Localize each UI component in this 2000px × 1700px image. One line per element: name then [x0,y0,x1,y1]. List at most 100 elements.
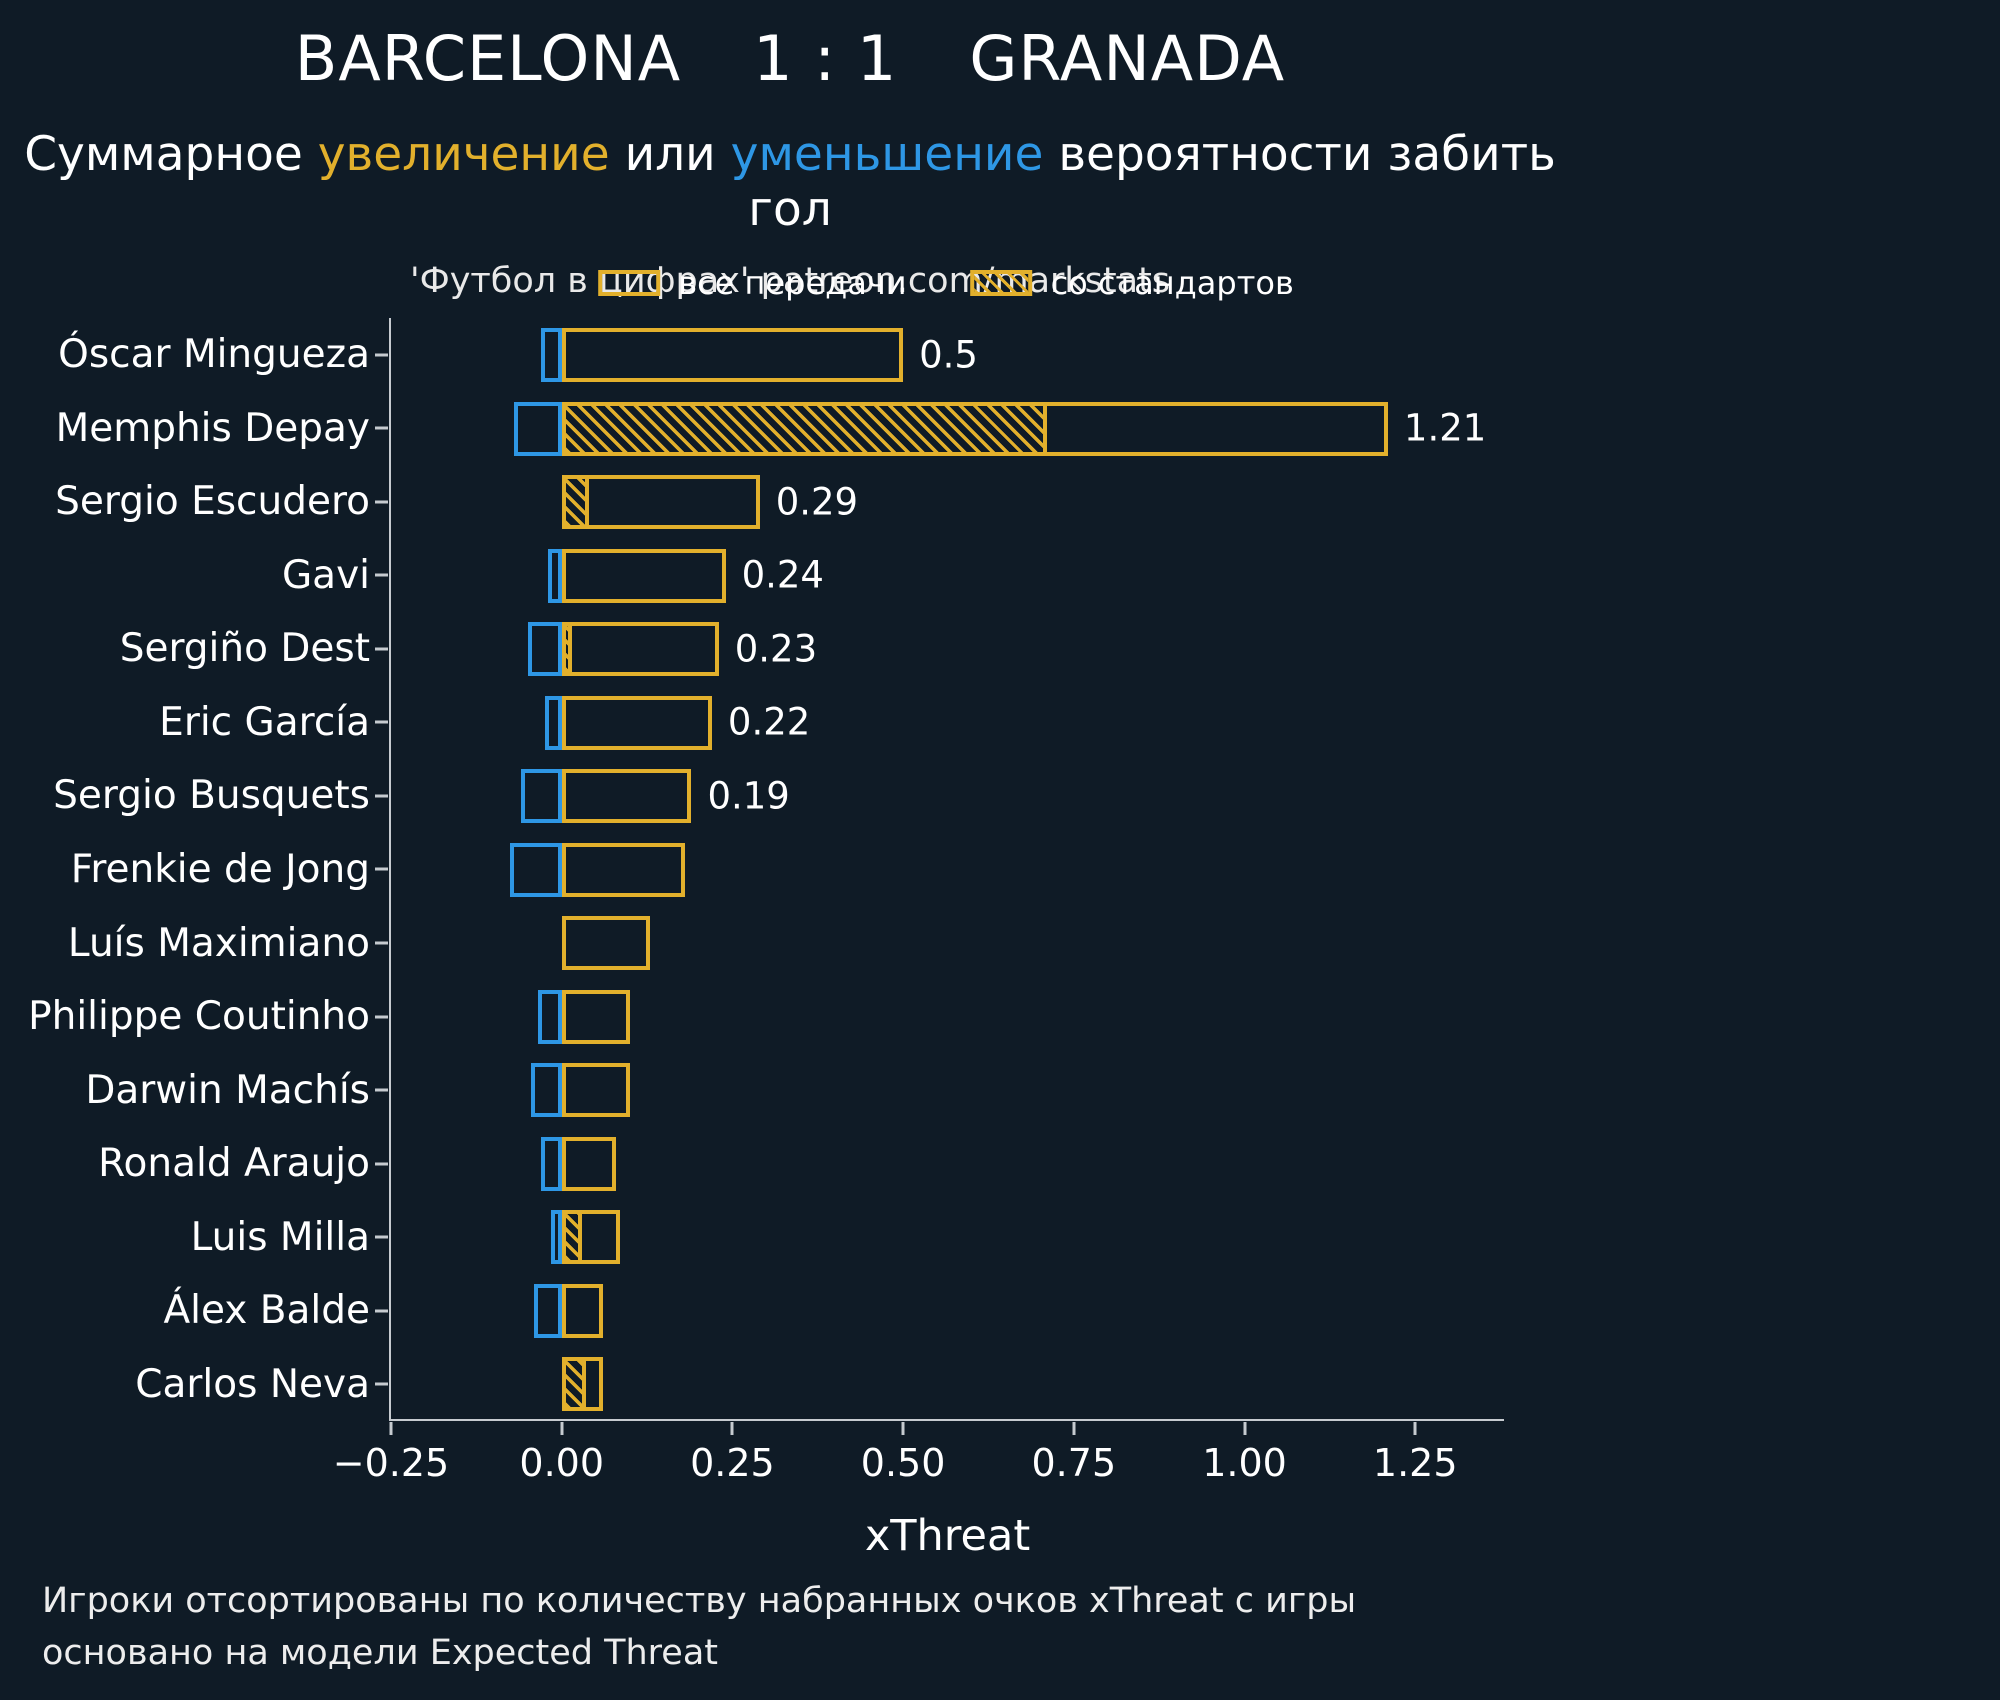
x-axis-label: xThreat [864,1511,1031,1561]
set-pieces-bar [561,475,590,530]
bar-row [375,1274,1504,1348]
y-axis-tick [375,1162,388,1166]
bar-row [375,906,1504,980]
decrease-bar [551,1210,562,1265]
player-name: Eric García [159,699,370,745]
legend-item-all-passes: все передачи [598,264,907,302]
player-name: Frenkie de Jong [70,846,370,892]
y-axis-tick [375,426,388,430]
player-name: Darwin Machís [85,1067,370,1113]
y-axis-tick [375,794,388,798]
player-name: Álex Balde [163,1288,370,1334]
all-passes-bar [561,1063,630,1118]
decrease-bar [513,401,562,456]
y-axis-tick [375,353,388,357]
decrease-bar [537,989,562,1044]
decrease-bar [541,1136,562,1191]
value-label: 0.24 [741,553,824,597]
y-axis-tick [375,1088,388,1092]
y-axis-tick [375,867,388,871]
bar-row [375,1053,1504,1127]
plot-area: xThreat 0.5 1.21 0.29 0.24 0.23 0.22 0.19 −0.25… [333,318,1504,1561]
bar-row: 1.21 [375,392,1504,466]
subtitle-suffix: вероятности забить гол [748,127,1571,237]
all-passes-bar [561,328,904,382]
value-label: 1.21 [1403,406,1487,450]
player-name: Óscar Mingueza [58,332,370,378]
all-passes-bar [561,989,630,1044]
value-label: 0.23 [734,627,818,671]
subtitle-prefix: Суммарное [24,127,318,182]
home-team-name: BARCELONA [294,22,682,95]
match-title: BARCELONA 1 : 1 GRANADA [0,22,1580,95]
x-tick-label: −0.25 [332,1441,450,1485]
chart-footer: Игроки отсортированы по количеству набра… [42,1576,1356,1680]
y-axis-tick [375,1235,388,1239]
player-name: Luis Milla [190,1214,370,1260]
set-pieces-bar [561,1210,583,1265]
subtitle-decrease-word: уменьшение [730,127,1044,182]
set-pieces-label: со стандартов [1050,264,1294,302]
player-name: Gavi [281,552,370,598]
all-passes-label: все передачи [678,264,907,302]
value-label: 0.29 [775,480,859,524]
all-passes-bar [561,1136,617,1191]
all-passes-swatch [598,270,661,296]
x-axis-tick [1413,1422,1417,1435]
all-passes-bar [561,548,726,603]
decrease-bar [527,622,562,677]
x-axis-tick [730,1422,734,1435]
x-tick-label: 0.50 [860,1441,946,1485]
value-label: 0.19 [707,774,790,818]
match-score: 1 : 1 [753,22,898,95]
player-name: Memphis Depay [55,405,370,451]
subtitle-middle: или [609,127,731,182]
x-tick-label: 1.25 [1372,1441,1458,1485]
y-axis-tick [375,1309,388,1313]
x-axis-tick [901,1422,905,1435]
y-axis-tick [375,573,388,577]
player-name: Luís Maximiano [67,920,370,966]
x-axis-tick [1072,1422,1076,1435]
bar-row [375,1200,1504,1274]
player-names-column: Óscar Mingueza Memphis Depay Sergio Escude… [0,318,370,1421]
player-name: Ronald Araujo [98,1141,370,1187]
player-name: Sergio Busquets [53,773,370,819]
bar-row [375,1347,1504,1421]
y-axis-tick [375,941,388,945]
bar-row [375,980,1504,1054]
footer-line-2: основано на модели Expected Threat [42,1632,719,1673]
bar-row: 0.29 [375,465,1504,539]
decrease-bar [544,695,562,750]
decrease-bar [534,1283,562,1338]
x-tick-label: 0.75 [1031,1441,1117,1485]
chart-header: BARCELONA 1 : 1 GRANADA Суммарное увеличен… [0,22,1580,301]
bar-row: 0.22 [375,686,1504,760]
x-axis-tick [1243,1422,1247,1435]
set-pieces-bar [561,401,1047,456]
all-passes-bar [561,842,685,897]
player-name: Sergio Escudero [55,479,370,525]
x-axis-tick [389,1422,393,1435]
y-axis-tick [375,1382,388,1386]
value-label: 0.22 [727,700,811,744]
set-pieces-bar [561,622,572,677]
x-tick-label: 0.25 [690,1441,775,1485]
legend-item-set-pieces: со стандартов [970,264,1294,302]
set-pieces-bar [561,1357,586,1412]
x-tick-label: 0.00 [519,1441,605,1485]
bar-row: 0.24 [375,539,1504,613]
bar-row: 0.5 [375,318,1504,392]
away-team-name: GRANADA [969,22,1286,95]
decrease-bar [530,1063,562,1118]
subtitle-increase-word: увеличение [317,127,610,182]
decrease-bar [541,328,562,382]
decrease-bar [520,769,562,824]
bar-row: 0.19 [375,759,1504,833]
y-axis-tick [375,500,388,504]
all-passes-bar [561,695,712,750]
player-name: Sergiño Dest [119,626,370,672]
all-passes-bar [561,622,719,677]
bar-row: 0.23 [375,612,1504,686]
